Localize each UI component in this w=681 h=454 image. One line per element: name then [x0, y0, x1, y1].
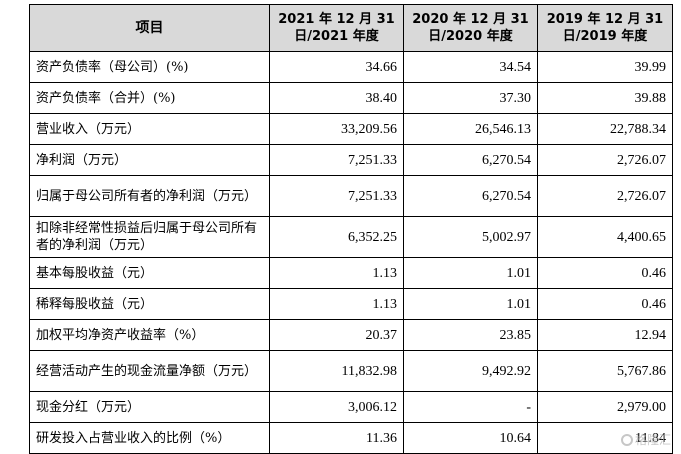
value-2021: 3,006.12 [269, 391, 404, 423]
value-2021: 20.37 [269, 319, 404, 351]
value-2019: 11.84 [537, 422, 673, 454]
value-2020: 26,546.13 [403, 113, 538, 145]
table-row: 营业收入（万元） 33,209.56 26,546.13 22,788.34 [29, 113, 673, 145]
value-2021: 1.13 [269, 257, 404, 289]
value-2021: 34.66 [269, 51, 404, 83]
value-2019: 2,726.07 [537, 144, 673, 176]
value-2021: 7,251.33 [269, 144, 404, 176]
value-2020: 34.54 [403, 51, 538, 83]
table-row: 资产负债率（合并）(%) 38.40 37.30 39.88 [29, 82, 673, 114]
value-2019: 12.94 [537, 319, 673, 351]
watermark: 格隆汇 [620, 431, 671, 448]
watermark-text: 格隆汇 [634, 433, 671, 447]
value-2019: 2,726.07 [537, 175, 673, 217]
header-2019: 2019 年 12 月 31 日/2019 年度 [537, 4, 673, 52]
row-label: 加权平均净资产收益率（%） [29, 319, 270, 351]
row-label: 现金分红（万元） [29, 391, 270, 423]
value-2021: 1.13 [269, 288, 404, 320]
value-2019: 0.46 [537, 257, 673, 289]
value-2019: 5,767.86 [537, 350, 673, 392]
value-2020: 10.64 [403, 422, 538, 454]
value-2021: 6,352.25 [269, 216, 404, 258]
value-2020: 9,492.92 [403, 350, 538, 392]
table-row: 稀释每股收益（元） 1.13 1.01 0.46 [29, 288, 673, 320]
value-2021: 11.36 [269, 422, 404, 454]
table-row: 基本每股收益（元） 1.13 1.01 0.46 [29, 257, 673, 289]
row-label: 净利润（万元） [29, 144, 270, 176]
row-label: 经营活动产生的现金流量净额（万元） [29, 350, 270, 392]
value-2021: 7,251.33 [269, 175, 404, 217]
table-row: 现金分红（万元） 3,006.12 - 2,979.00 [29, 391, 673, 423]
header-item: 项目 [29, 4, 270, 52]
row-label: 资产负债率（母公司）(%) [29, 51, 270, 83]
value-2020: 1.01 [403, 288, 538, 320]
row-label: 营业收入（万元） [29, 113, 270, 145]
header-2020: 2020 年 12 月 31 日/2020 年度 [403, 4, 538, 52]
table-row: 资产负债率（母公司）(%) 34.66 34.54 39.99 [29, 51, 673, 83]
table-row: 归属于母公司所有者的净利润（万元） 7,251.33 6,270.54 2,72… [29, 175, 673, 217]
value-2021: 33,209.56 [269, 113, 404, 145]
value-2021: 38.40 [269, 82, 404, 114]
table-row: 扣除非经常性损益后归属于母公司所有者的净利润（万元） 6,352.25 5,00… [29, 216, 673, 258]
value-2021: 11,832.98 [269, 350, 404, 392]
value-2019: 4,400.65 [537, 216, 673, 258]
row-label: 研发投入占营业收入的比例（%） [29, 422, 270, 454]
value-2020: 6,270.54 [403, 144, 538, 176]
table-header-row: 项目 2021 年 12 月 31 日/2021 年度 2020 年 12 月 … [29, 4, 673, 52]
row-label: 稀释每股收益（元） [29, 288, 270, 320]
value-2020: 5,002.97 [403, 216, 538, 258]
value-2019: 2,979.00 [537, 391, 673, 423]
row-label: 归属于母公司所有者的净利润（万元） [29, 175, 270, 217]
value-2020: 23.85 [403, 319, 538, 351]
table-row: 研发投入占营业收入的比例（%） 11.36 10.64 11.84 [29, 422, 673, 454]
value-2019: 39.99 [537, 51, 673, 83]
gelonghui-logo-icon [620, 433, 633, 446]
financial-indicators-table: 项目 2021 年 12 月 31 日/2021 年度 2020 年 12 月 … [29, 4, 673, 454]
header-2021: 2021 年 12 月 31 日/2021 年度 [269, 4, 404, 52]
row-label: 基本每股收益（元） [29, 257, 270, 289]
value-2020: - [403, 391, 538, 423]
value-2019: 22,788.34 [537, 113, 673, 145]
value-2019: 39.88 [537, 82, 673, 114]
row-label: 资产负债率（合并）(%) [29, 82, 270, 114]
row-label: 扣除非经常性损益后归属于母公司所有者的净利润（万元） [29, 216, 270, 258]
table-row: 经营活动产生的现金流量净额（万元） 11,832.98 9,492.92 5,7… [29, 350, 673, 392]
value-2019: 0.46 [537, 288, 673, 320]
table-row: 加权平均净资产收益率（%） 20.37 23.85 12.94 [29, 319, 673, 351]
value-2020: 1.01 [403, 257, 538, 289]
value-2020: 37.30 [403, 82, 538, 114]
value-2020: 6,270.54 [403, 175, 538, 217]
table-row: 净利润（万元） 7,251.33 6,270.54 2,726.07 [29, 144, 673, 176]
